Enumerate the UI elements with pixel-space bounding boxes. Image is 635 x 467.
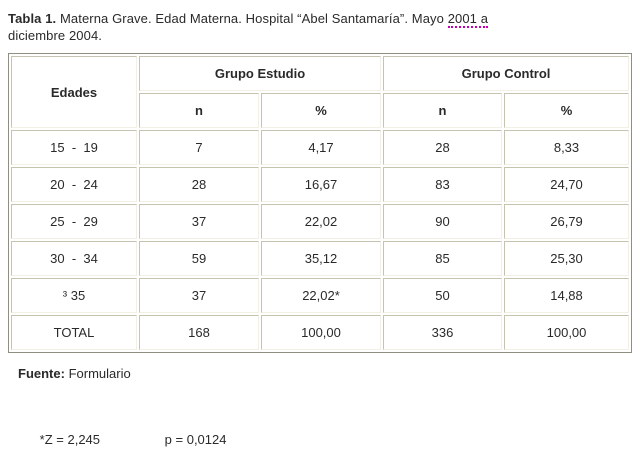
- cell-pct-estudio: 35,12: [261, 241, 381, 276]
- cell-edad: 20 - 24: [11, 167, 137, 202]
- cell-pct-control: 14,88: [504, 278, 630, 313]
- cell-n-estudio: 59: [139, 241, 259, 276]
- cell-pct-control: 8,33: [504, 130, 630, 165]
- cell-pct-estudio: 22,02*: [261, 278, 381, 313]
- cell-n-control: 83: [383, 167, 502, 202]
- cell-n-control: 85: [383, 241, 502, 276]
- cell-edad: 30 - 34: [11, 241, 137, 276]
- stat-p-value: p = 0,0124: [164, 432, 227, 447]
- cell-n-estudio: 168: [139, 315, 259, 350]
- cell-pct-control: 24,70: [504, 167, 630, 202]
- cell-n-control: 50: [383, 278, 502, 313]
- header-grupo-control: Grupo Control: [383, 56, 630, 91]
- cell-pct-control: 25,30: [504, 241, 630, 276]
- source-label: Fuente:: [18, 366, 65, 381]
- stats-line-1: *Z = 2,245 p = 0,0124: [18, 417, 628, 462]
- cell-edad: TOTAL: [11, 315, 137, 350]
- cell-n-estudio: 37: [139, 204, 259, 239]
- cell-n-estudio: 28: [139, 167, 259, 202]
- cell-pct-estudio: 16,67: [261, 167, 381, 202]
- source-note: Fuente: Formulario: [18, 366, 628, 381]
- table-row-25-29: 25 - 29 37 22,02 90 26,79: [11, 204, 630, 239]
- table-row-20-24: 20 - 24 28 16,67 83 24,70: [11, 167, 630, 202]
- caption-text-line1: Materna Grave. Edad Materna. Hospital “A…: [59, 11, 444, 26]
- header-edades: Edades: [11, 56, 137, 128]
- spellcheck-underlined-text: 2001 a: [447, 11, 489, 28]
- table-caption: Tabla 1. Materna Grave. Edad Materna. Ho…: [8, 10, 628, 44]
- cell-edad: ³ 35: [11, 278, 137, 313]
- cell-edad: 25 - 29: [11, 204, 137, 239]
- table-row-35-plus: ³ 35 37 22,02* 50 14,88: [11, 278, 630, 313]
- stat-z-value: *Z = 2,245: [39, 432, 101, 447]
- cell-n-control: 336: [383, 315, 502, 350]
- header-n-estudio: n: [139, 93, 259, 128]
- header-pct-control: %: [504, 93, 630, 128]
- header-grupo-estudio: Grupo Estudio: [139, 56, 381, 91]
- header-pct-estudio: %: [261, 93, 381, 128]
- cell-edad: 15 - 19: [11, 130, 137, 165]
- cell-n-estudio: 37: [139, 278, 259, 313]
- caption-table-number: Tabla 1.: [8, 11, 57, 26]
- cell-pct-estudio: 4,17: [261, 130, 381, 165]
- cell-pct-estudio: 22,02: [261, 204, 381, 239]
- table-row-30-34: 30 - 34 59 35,12 85 25,30: [11, 241, 630, 276]
- header-row-groups: Edades Grupo Estudio Grupo Control: [11, 56, 630, 128]
- age-data-table: Edades Grupo Estudio Grupo Control n % n…: [8, 53, 633, 353]
- header-n-control: n: [383, 93, 502, 128]
- source-value: Formulario: [68, 366, 131, 381]
- cell-pct-estudio: 100,00: [261, 315, 381, 350]
- table-row-15-19: 15 - 19 7 4,17 28 8,33: [11, 130, 630, 165]
- cell-pct-control: 26,79: [504, 204, 630, 239]
- cell-n-control: 90: [383, 204, 502, 239]
- header-row-measures: n % n %: [11, 93, 630, 128]
- cell-pct-control: 100,00: [504, 315, 630, 350]
- caption-text-line2: diciembre 2004.: [8, 28, 102, 43]
- cell-n-control: 28: [383, 130, 502, 165]
- cell-n-estudio: 7: [139, 130, 259, 165]
- table-row-total: TOTAL 168 100,00 336 100,00: [11, 315, 630, 350]
